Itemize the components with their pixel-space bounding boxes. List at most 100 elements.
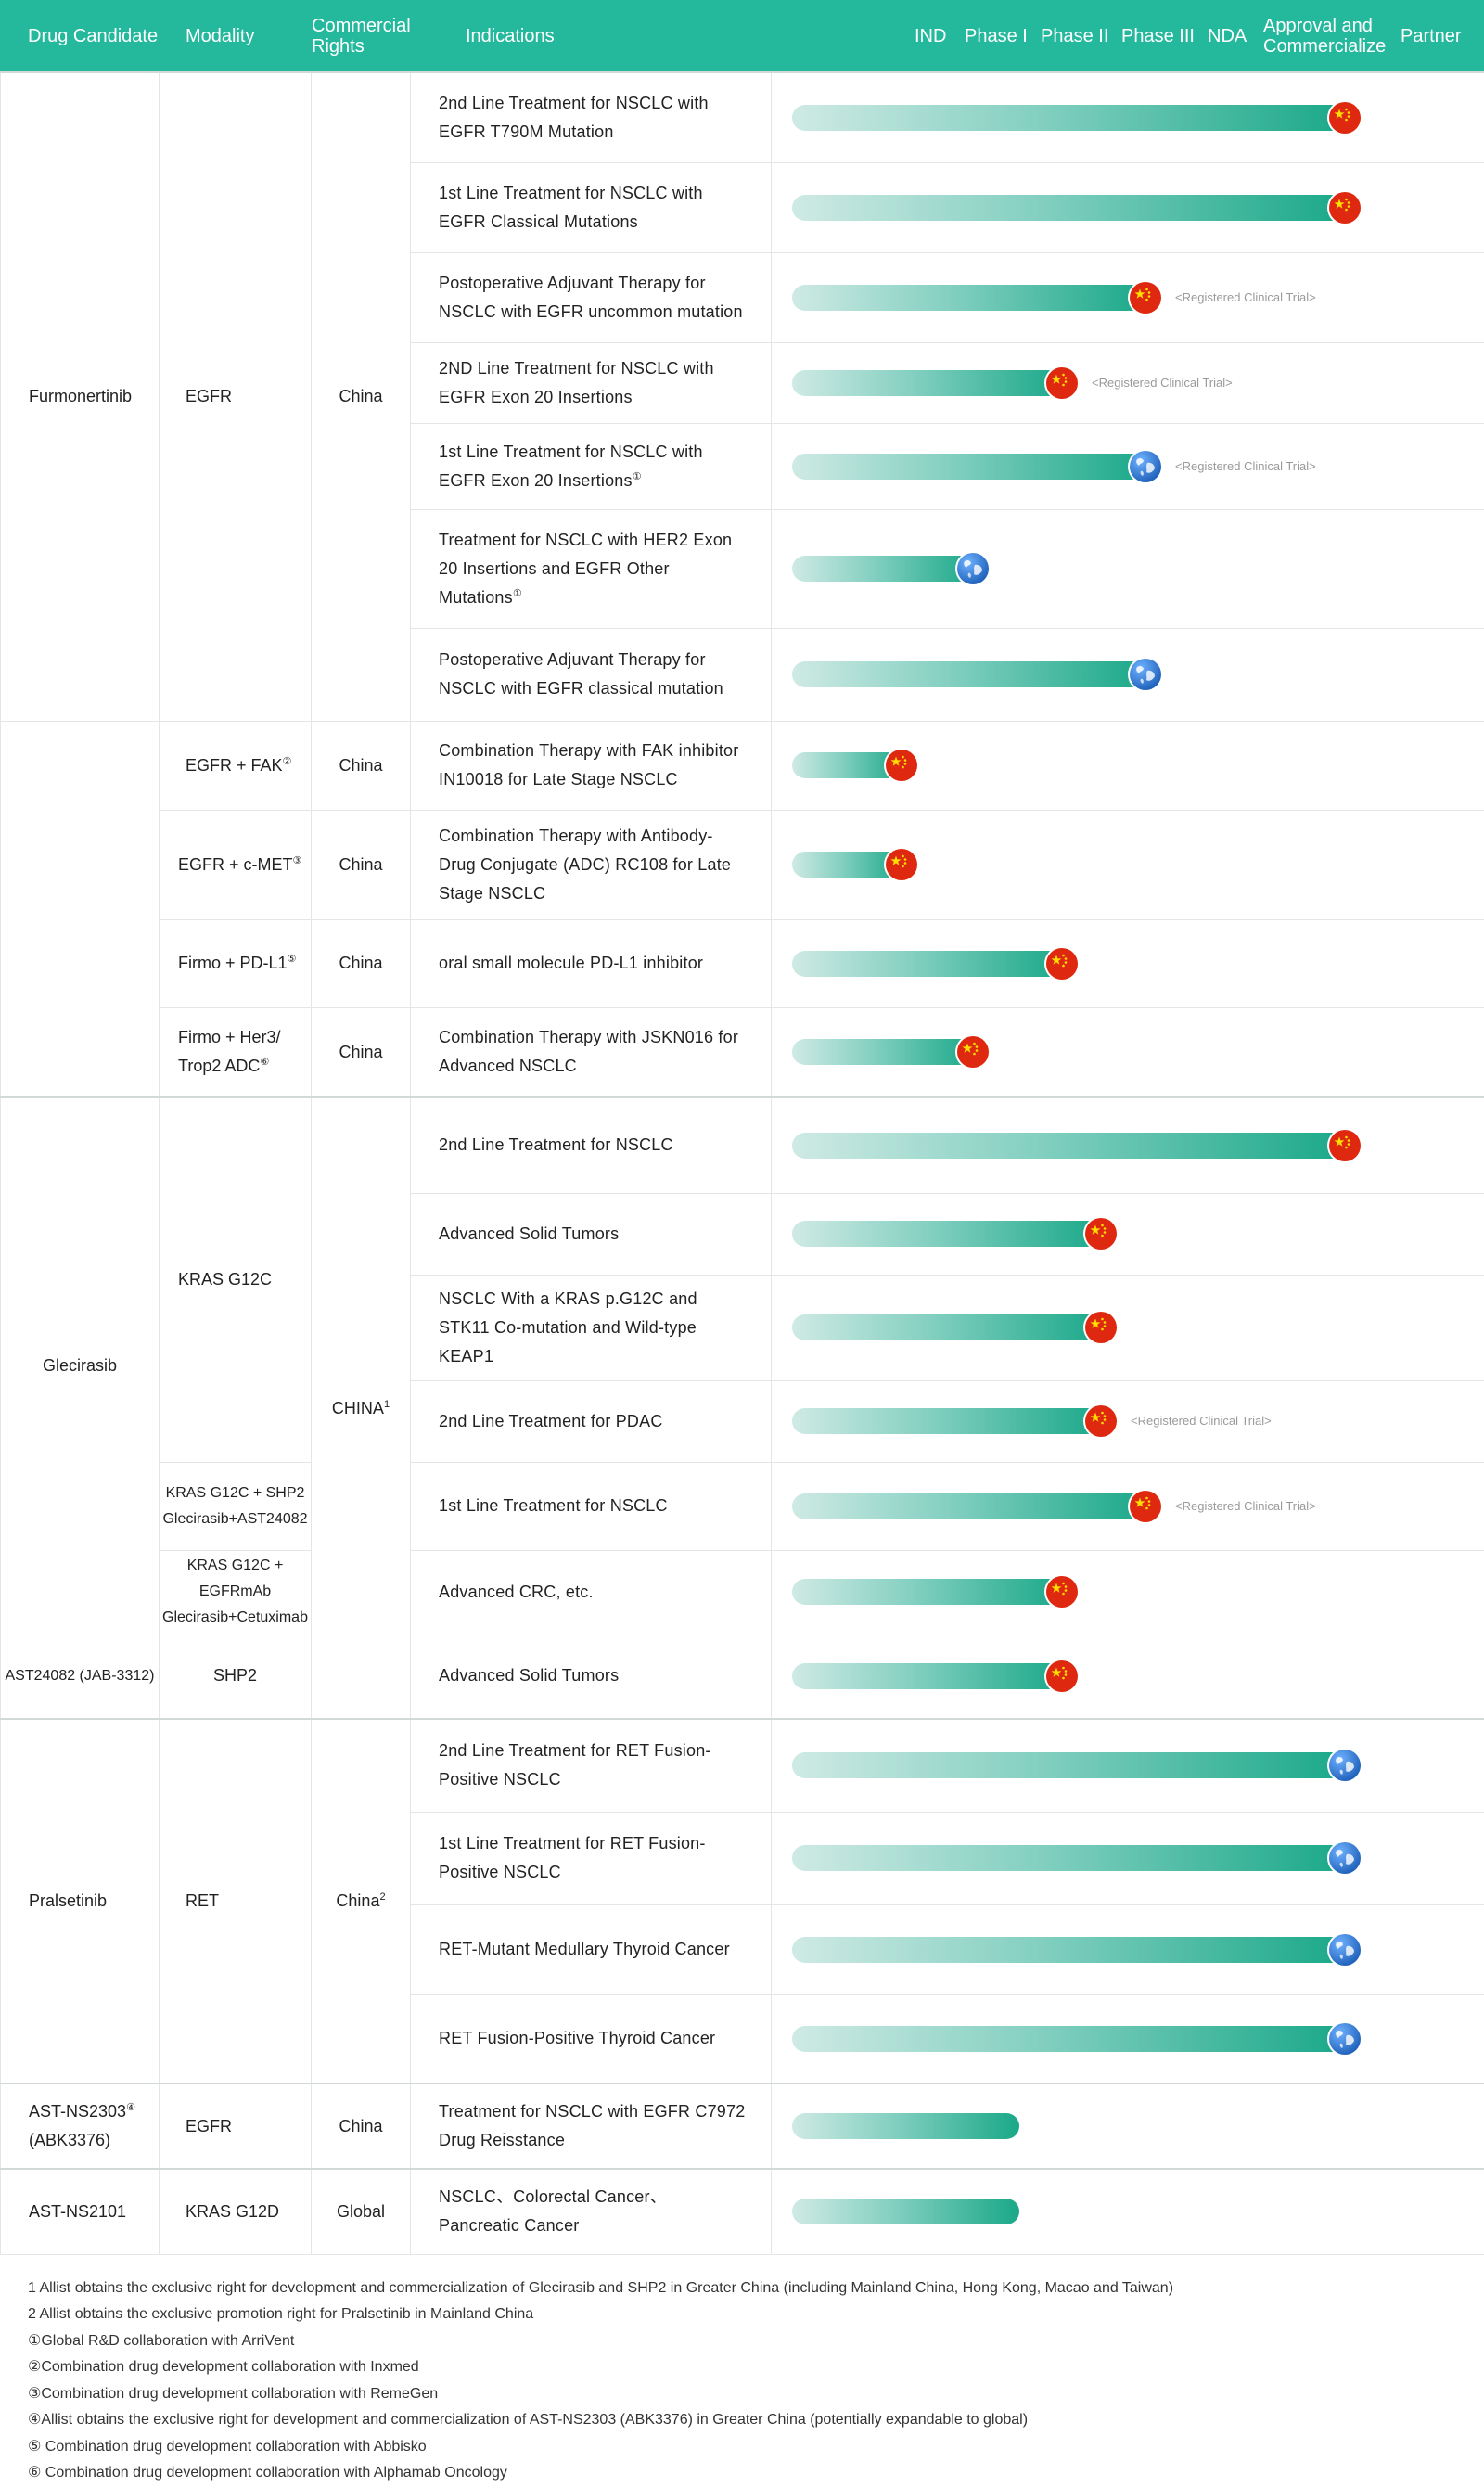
china-flag-icon xyxy=(1327,1127,1362,1163)
commercial-rights: Global xyxy=(311,2168,411,2255)
commercial-rights: China xyxy=(311,809,411,920)
indication-text: 2nd Line Treatment for RET Fusion-Positi… xyxy=(439,1741,711,1789)
indication-text: Treatment for NSCLC with HER2 Exon 20 In… xyxy=(439,530,733,607)
globe-icon xyxy=(1327,1840,1362,1876)
china-flag-icon xyxy=(1327,99,1362,135)
footnote-marker: 1 xyxy=(383,1398,390,1410)
progress-bar xyxy=(792,279,1163,315)
progress-cell xyxy=(771,71,1484,163)
drug-name: AST-NS2101 xyxy=(0,2168,160,2255)
indication-text: 1st Line Treatment for NSCLC with EGFR C… xyxy=(439,183,703,231)
globe-icon xyxy=(1327,1931,1362,1968)
pipeline-row: Advanced Solid Tumors xyxy=(1,1192,1484,1276)
indication: Postoperative Adjuvant Therapy for NSCLC… xyxy=(410,251,772,343)
pipeline-row: EGFR + c-MET③ China Combination Therapy … xyxy=(1,809,1484,920)
progress-bar xyxy=(792,1034,991,1070)
modality-text: EGFR + FAK xyxy=(186,755,283,775)
drug-name-text: AST-NS2303 xyxy=(29,2102,127,2121)
indication: 2nd Line Treatment for PDAC xyxy=(410,1379,772,1463)
indication: Treatment for NSCLC with HER2 Exon 20 In… xyxy=(410,508,772,629)
footnote: ①Global R&D collaboration with ArriVent xyxy=(28,2332,295,2349)
pipeline-row: KRAS G12C + EGFRmAb Glecirasib+Cetuximab… xyxy=(1,1549,1484,1634)
drug-name: Furmonertinib xyxy=(0,71,160,722)
indication-text: Combination Therapy with Antibody-Drug C… xyxy=(439,826,732,903)
modality: EGFR xyxy=(159,2083,312,2170)
indication-text: 1st Line Treatment for NSCLC with EGFR E… xyxy=(439,442,703,490)
footnote-marker: ④ xyxy=(126,2102,135,2113)
progress-cell xyxy=(771,1633,1484,1720)
china-flag-icon xyxy=(1327,189,1362,225)
indication-text: Combination Therapy with JSKN016 for Adv… xyxy=(439,1028,739,1076)
indication-text: Advanced Solid Tumors xyxy=(439,1666,620,1686)
modality: EGFR + c-MET③ xyxy=(159,809,312,920)
indication: Treatment for NSCLC with EGFR C7972 Drug… xyxy=(410,2083,772,2170)
indication-text: NSCLC、Colorectal Cancer、Pancreatic Cance… xyxy=(439,2187,667,2236)
commercial-rights: China xyxy=(311,720,411,811)
progress-cell xyxy=(771,918,1484,1008)
modality: KRAS G12C + EGFRmAb Glecirasib+Cetuximab xyxy=(159,1549,312,1634)
pipeline-row: Postoperative Adjuvant Therapy for NSCLC… xyxy=(1,251,1484,343)
footnote: ⑥ Combination drug development collabora… xyxy=(28,2465,507,2481)
progress-cell xyxy=(771,1993,1484,2084)
progress-cell xyxy=(771,627,1484,722)
progress-cell xyxy=(771,1811,1484,1905)
indication: 1st Line Treatment for NSCLC xyxy=(410,1461,772,1551)
header-commercial-rights: Commercial Rights xyxy=(312,15,411,57)
header-ind: IND xyxy=(915,25,947,46)
pipeline-row: KRAS G12C + SHP2 Glecirasib+AST24082 1st… xyxy=(1,1461,1484,1551)
progress-bar xyxy=(792,448,1163,484)
indication: 2ND Line Treatment for NSCLC with EGFR E… xyxy=(410,341,772,424)
indication: 2nd Line Treatment for NSCLC with EGFR T… xyxy=(410,71,772,163)
indication: NSCLC、Colorectal Cancer、Pancreatic Cance… xyxy=(410,2168,772,2255)
footnote: 2 Allist obtains the exclusive promotion… xyxy=(28,2306,534,2322)
progress-bar xyxy=(792,1931,1362,1968)
footnote-marker: ⑤ xyxy=(287,954,297,965)
progress-cell xyxy=(771,2168,1484,2255)
china-flag-icon xyxy=(1044,1574,1080,1609)
china-flag-icon xyxy=(884,748,919,783)
footnote-marker: ① xyxy=(632,470,642,482)
registered-trial-note: <Registered Clinical Trial> xyxy=(1131,1414,1272,1428)
china-flag-icon xyxy=(1083,1310,1119,1345)
indication-text: Advanced Solid Tumors xyxy=(439,1224,620,1243)
rights-text: CHINA xyxy=(331,1398,384,1417)
indication-text: 2ND Line Treatment for NSCLC with EGFR E… xyxy=(439,358,714,406)
pipeline-row: 1st Line Treatment for NSCLC with EGFR E… xyxy=(1,422,1484,510)
drug-name: Pralsetinib xyxy=(0,1718,160,2084)
indication-text: RET Fusion-Positive Thyroid Cancer xyxy=(439,2029,716,2048)
modality: EGFR + FAK② xyxy=(159,720,312,811)
indication: 1st Line Treatment for RET Fusion-Positi… xyxy=(410,1811,772,1905)
globe-icon xyxy=(1128,657,1163,692)
progress-cell xyxy=(771,1192,1484,1276)
pipeline-row: 2nd Line Treatment for PDAC <Registered … xyxy=(1,1379,1484,1463)
indication: Advanced Solid Tumors xyxy=(410,1192,772,1276)
indication: Combination Therapy with Antibody-Drug C… xyxy=(410,809,772,920)
indication-text: 2nd Line Treatment for NSCLC xyxy=(439,1135,673,1155)
registered-trial-note: <Registered Clinical Trial> xyxy=(1092,375,1233,390)
china-flag-icon xyxy=(1044,1658,1080,1694)
china-flag-icon xyxy=(1044,945,1080,981)
registered-trial-note: <Registered Clinical Trial> xyxy=(1175,1498,1316,1513)
progress-bar xyxy=(792,2020,1362,2057)
header-modality: Modality xyxy=(186,25,255,46)
progress-bar xyxy=(792,1404,1119,1439)
footnote: ⑤ Combination drug development collabora… xyxy=(28,2438,427,2455)
progress-cell: <Registered Clinical Trial> xyxy=(771,1461,1484,1551)
drug-name: Glecirasib xyxy=(0,1096,160,1634)
registered-trial-note: <Registered Clinical Trial> xyxy=(1175,289,1316,304)
modality: KRAS G12C + SHP2 Glecirasib+AST24082 xyxy=(159,1461,312,1551)
progress-bar xyxy=(792,1574,1080,1609)
progress-bar xyxy=(792,365,1080,401)
pipeline-table: Furmonertinib EGFR China 2nd Line Treatm… xyxy=(0,71,1484,2255)
pipeline-row: Treatment for NSCLC with HER2 Exon 20 In… xyxy=(1,508,1484,629)
globe-icon xyxy=(1327,1748,1362,1784)
indication-text: 1st Line Treatment for NSCLC xyxy=(439,1496,668,1515)
header-phase-2: Phase II xyxy=(1041,25,1109,46)
pipeline-row: AST-NS2101 KRAS G12D Global NSCLC、Colore… xyxy=(0,2168,1484,2255)
footnotes: 1 Allist obtains the exclusive right for… xyxy=(0,2255,1484,2487)
progress-cell xyxy=(771,1006,1484,1098)
modality-text: Firmo + Her3/ Trop2 ADC xyxy=(178,1028,281,1076)
progress-cell xyxy=(771,508,1484,629)
pipeline-row: AST24082 (JAB-3312) SHP2 Advanced Solid … xyxy=(0,1633,1484,1720)
